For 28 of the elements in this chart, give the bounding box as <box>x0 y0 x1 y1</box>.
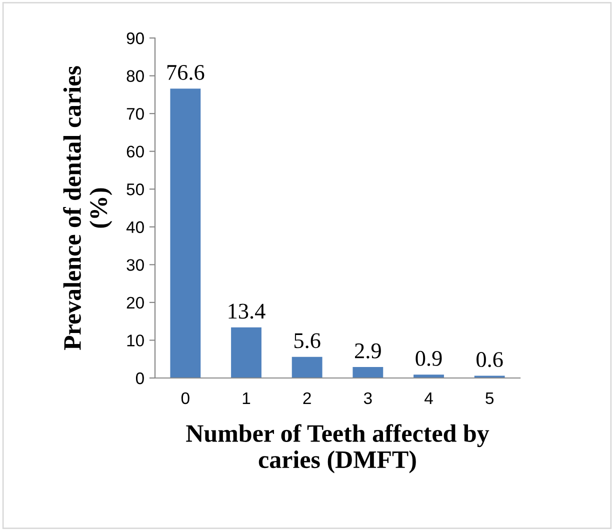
x-tick-label: 2 <box>303 392 311 404</box>
x-axis-title: Number of Teeth affected by caries (DMFT) <box>186 424 490 474</box>
y-tick-label: 90 <box>126 32 144 44</box>
x-tick-label: 4 <box>424 392 433 404</box>
x-tick-label: 5 <box>486 392 494 404</box>
x-tick-label: 0 <box>181 392 190 404</box>
y-tick-label: 60 <box>126 146 144 158</box>
y-tick-label: 50 <box>126 184 144 196</box>
y-tick-label: 70 <box>126 108 144 120</box>
data-label: 13.4 <box>228 304 266 319</box>
data-label: 2.9 <box>355 343 381 358</box>
bar <box>170 88 201 378</box>
x-tick-label: 3 <box>364 392 372 404</box>
data-label: 5.6 <box>294 333 320 348</box>
data-label: 0.6 <box>476 352 503 368</box>
y-tick-label: 10 <box>127 334 144 346</box>
x-tick-label: 1 <box>242 392 250 404</box>
y-axis-title: Prevalence of dental caries (%) <box>63 66 112 350</box>
y-tick-label: 40 <box>126 221 144 234</box>
data-label: 76.6 <box>167 65 204 80</box>
bar <box>352 367 384 378</box>
bar <box>231 327 262 378</box>
y-tick-label: 30 <box>126 259 144 271</box>
y-tick-label: 0 <box>136 372 144 384</box>
y-tick-label: 80 <box>126 70 144 82</box>
data-label: 0.9 <box>416 350 442 366</box>
y-tick-label: 20 <box>126 296 144 309</box>
bar <box>292 356 322 378</box>
